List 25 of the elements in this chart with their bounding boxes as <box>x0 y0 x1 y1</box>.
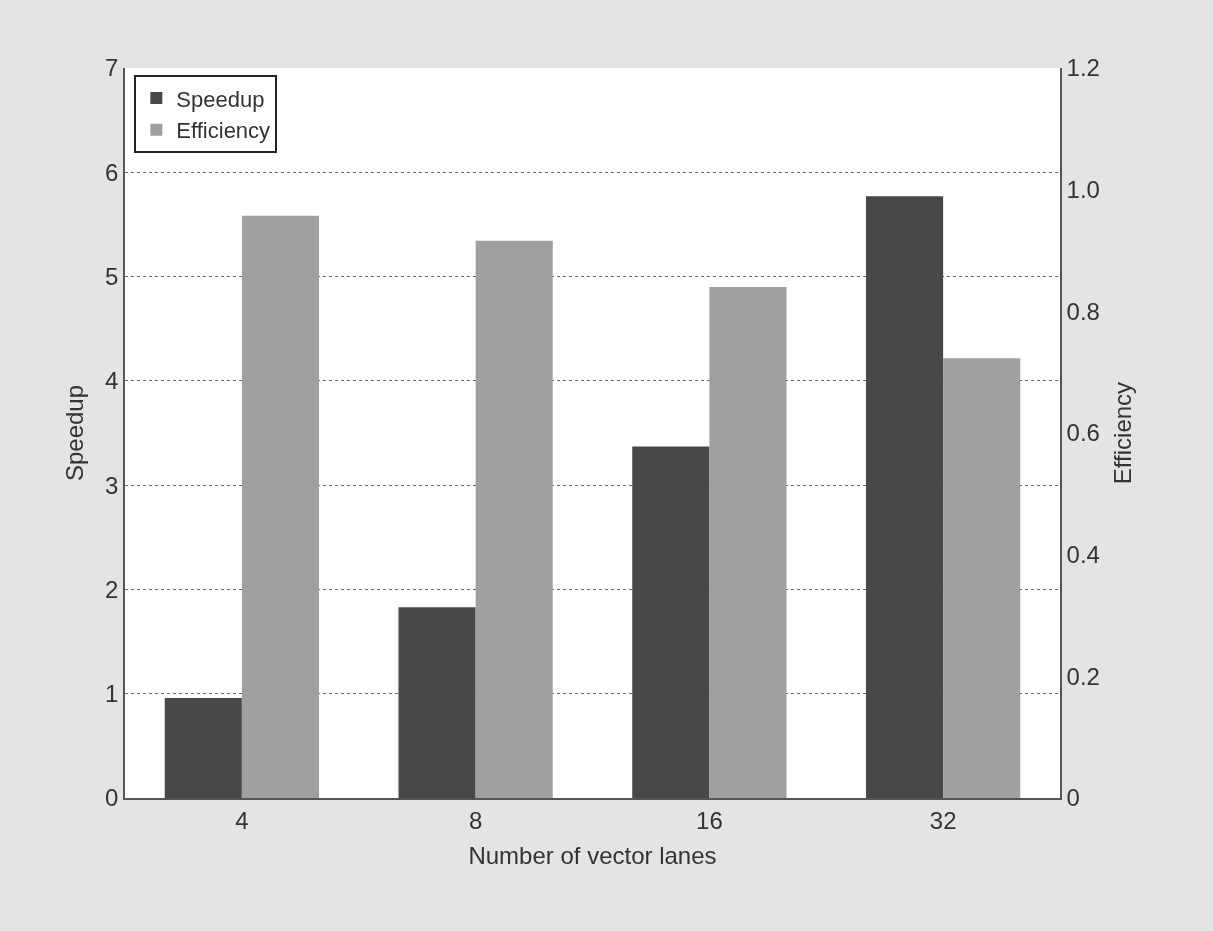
y-tick-label: 1 <box>105 680 119 708</box>
y2-tick-label: 0.2 <box>1066 662 1100 690</box>
y-tick-label: 2 <box>105 575 119 603</box>
y-axis-title: Speedup <box>60 384 88 482</box>
y-tick-label: 0 <box>105 784 119 812</box>
y-tick-label: 7 <box>105 54 119 82</box>
x-axis-title: Number of vector lanes <box>468 842 717 870</box>
x-tick-label: 32 <box>929 806 957 834</box>
y2-tick-label: 0 <box>1066 784 1080 812</box>
y2-tick-label: 0.8 <box>1066 297 1100 325</box>
y2-tick-label: 0.6 <box>1066 419 1100 447</box>
y2-axis-title: Efficiency <box>1108 381 1136 485</box>
y2-tick-label: 0.4 <box>1066 541 1100 569</box>
y-tick-label: 4 <box>105 367 119 395</box>
legend-label: Speedup <box>176 86 265 112</box>
x-tick-label: 8 <box>468 806 483 834</box>
y2-tick-label: 1.2 <box>1066 54 1100 82</box>
y2-tick-label: 1.0 <box>1066 176 1100 204</box>
y-tick-label: 5 <box>105 262 119 290</box>
x-tick-label: 4 <box>235 806 249 834</box>
legend-label: Efficiency <box>176 118 271 144</box>
y-tick-label: 6 <box>105 158 119 186</box>
y-tick-label: 3 <box>105 471 119 499</box>
x-tick-label: 16 <box>696 806 723 834</box>
bar <box>164 697 242 798</box>
